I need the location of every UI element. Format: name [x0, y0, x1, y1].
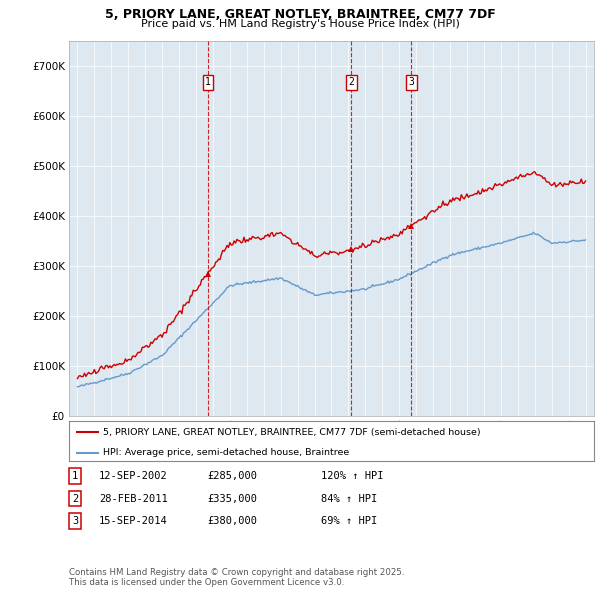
- Text: 5, PRIORY LANE, GREAT NOTLEY, BRAINTREE, CM77 7DF: 5, PRIORY LANE, GREAT NOTLEY, BRAINTREE,…: [104, 8, 496, 21]
- Text: 12-SEP-2002: 12-SEP-2002: [99, 471, 168, 481]
- Text: 69% ↑ HPI: 69% ↑ HPI: [321, 516, 377, 526]
- Text: 5, PRIORY LANE, GREAT NOTLEY, BRAINTREE, CM77 7DF (semi-detached house): 5, PRIORY LANE, GREAT NOTLEY, BRAINTREE,…: [103, 428, 481, 437]
- Text: HPI: Average price, semi-detached house, Braintree: HPI: Average price, semi-detached house,…: [103, 448, 349, 457]
- Text: 2: 2: [348, 77, 354, 87]
- Text: £285,000: £285,000: [207, 471, 257, 481]
- Text: 3: 3: [72, 516, 78, 526]
- Text: 2: 2: [72, 494, 78, 503]
- Text: 15-SEP-2014: 15-SEP-2014: [99, 516, 168, 526]
- Text: 1: 1: [72, 471, 78, 481]
- Text: Contains HM Land Registry data © Crown copyright and database right 2025.
This d: Contains HM Land Registry data © Crown c…: [69, 568, 404, 587]
- Text: Price paid vs. HM Land Registry's House Price Index (HPI): Price paid vs. HM Land Registry's House …: [140, 19, 460, 30]
- Text: 3: 3: [409, 77, 414, 87]
- Text: £380,000: £380,000: [207, 516, 257, 526]
- Text: £335,000: £335,000: [207, 494, 257, 503]
- Text: 120% ↑ HPI: 120% ↑ HPI: [321, 471, 383, 481]
- Text: 28-FEB-2011: 28-FEB-2011: [99, 494, 168, 503]
- Text: 1: 1: [205, 77, 211, 87]
- Text: 84% ↑ HPI: 84% ↑ HPI: [321, 494, 377, 503]
